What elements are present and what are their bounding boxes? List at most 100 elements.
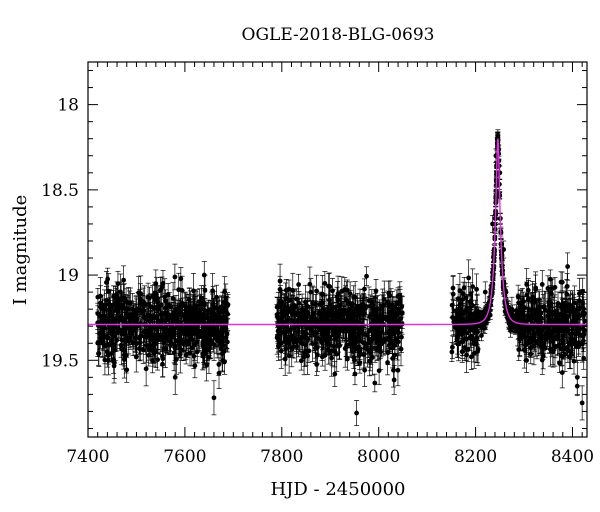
- data-point: [202, 350, 208, 356]
- data-point: [181, 326, 187, 332]
- data-point: [152, 297, 158, 303]
- data-point: [352, 371, 358, 377]
- data-point: [391, 377, 397, 383]
- data-point: [104, 280, 109, 285]
- data-point: [162, 346, 168, 352]
- data-point: [216, 362, 222, 367]
- data-point: [166, 331, 172, 337]
- data-point: [110, 303, 116, 308]
- data-point: [210, 288, 216, 294]
- data-point: [113, 317, 119, 323]
- data-point-group: [193, 312, 199, 346]
- data-point: [158, 312, 164, 317]
- data-point: [101, 313, 107, 319]
- data-point: [164, 317, 169, 323]
- data-point: [191, 288, 196, 294]
- data-point: [107, 311, 113, 317]
- data-point: [134, 341, 140, 347]
- data-point: [146, 347, 152, 352]
- data-point-group: [119, 316, 125, 352]
- plot-area: [88, 129, 587, 426]
- data-point: [173, 306, 179, 312]
- data-point: [171, 342, 177, 348]
- data-point: [140, 347, 146, 353]
- data-point: [222, 289, 228, 295]
- data-point: [188, 317, 194, 323]
- data-point: [118, 289, 123, 295]
- data-point: [386, 319, 392, 324]
- data-point: [172, 274, 178, 280]
- data-point: [155, 334, 160, 340]
- data-point: [385, 360, 390, 365]
- data-point: [145, 312, 151, 318]
- data-point: [194, 326, 199, 332]
- data-point-group: [166, 323, 172, 345]
- data-point-group: [95, 341, 101, 366]
- data-point-group: [146, 338, 152, 361]
- data-point: [105, 358, 111, 363]
- data-point-group: [99, 327, 105, 358]
- data-point-group: [372, 373, 378, 393]
- data-point: [105, 318, 111, 324]
- data-point: [136, 346, 142, 351]
- data-point: [206, 355, 212, 360]
- data-point-group: [352, 362, 358, 386]
- data-point: [221, 342, 226, 348]
- data-point: [219, 304, 224, 310]
- data-point: [372, 380, 378, 386]
- data-point-group: [196, 301, 202, 339]
- data-point-group: [145, 302, 151, 327]
- data-point: [124, 367, 130, 373]
- data-point: [192, 363, 198, 369]
- data-point: [200, 341, 206, 347]
- data-point-group: [178, 267, 184, 291]
- data-point: [129, 330, 135, 336]
- data-point-group: [215, 308, 221, 337]
- data-point-group: [108, 327, 114, 362]
- data-point: [376, 368, 382, 374]
- data-point: [151, 341, 157, 347]
- data-point: [170, 318, 176, 324]
- data-point: [282, 356, 288, 362]
- x-axis-label: HJD - 2450000: [270, 479, 405, 500]
- data-point: [119, 306, 125, 311]
- data-point: [197, 299, 202, 304]
- data-point: [202, 307, 208, 313]
- data-point: [150, 358, 155, 364]
- data-point: [132, 335, 138, 341]
- data-point-group: [130, 304, 136, 337]
- data-point: [183, 352, 189, 358]
- data-point-group: [129, 321, 135, 345]
- data-point: [109, 315, 115, 321]
- data-point: [330, 288, 335, 294]
- data-point-group: [121, 318, 127, 340]
- data-point: [96, 351, 101, 356]
- data-point: [143, 334, 149, 340]
- data-point: [165, 302, 171, 308]
- data-point: [99, 340, 105, 345]
- data-point: [205, 312, 210, 318]
- data-point: [212, 305, 217, 311]
- data-point: [180, 339, 186, 345]
- data-point: [206, 338, 212, 344]
- data-point: [133, 354, 139, 360]
- data-point: [109, 342, 114, 347]
- data-point-group: [224, 296, 230, 330]
- data-point: [216, 308, 222, 314]
- data-point: [155, 304, 161, 310]
- data-point-group: [204, 333, 210, 364]
- data-point: [178, 276, 184, 282]
- data-point: [398, 346, 404, 352]
- data-point: [190, 305, 196, 311]
- data-point: [222, 359, 227, 365]
- data-point-group: [151, 329, 157, 359]
- data-point-group: [208, 308, 214, 333]
- chart-title: OGLE-2018-BLG-0693: [242, 25, 435, 45]
- data-point: [191, 353, 197, 359]
- data-point: [196, 317, 202, 323]
- data-point-group: [188, 301, 194, 340]
- data-point-group: [101, 307, 107, 336]
- data-point-group: [109, 303, 115, 334]
- data-point-group: [133, 341, 139, 373]
